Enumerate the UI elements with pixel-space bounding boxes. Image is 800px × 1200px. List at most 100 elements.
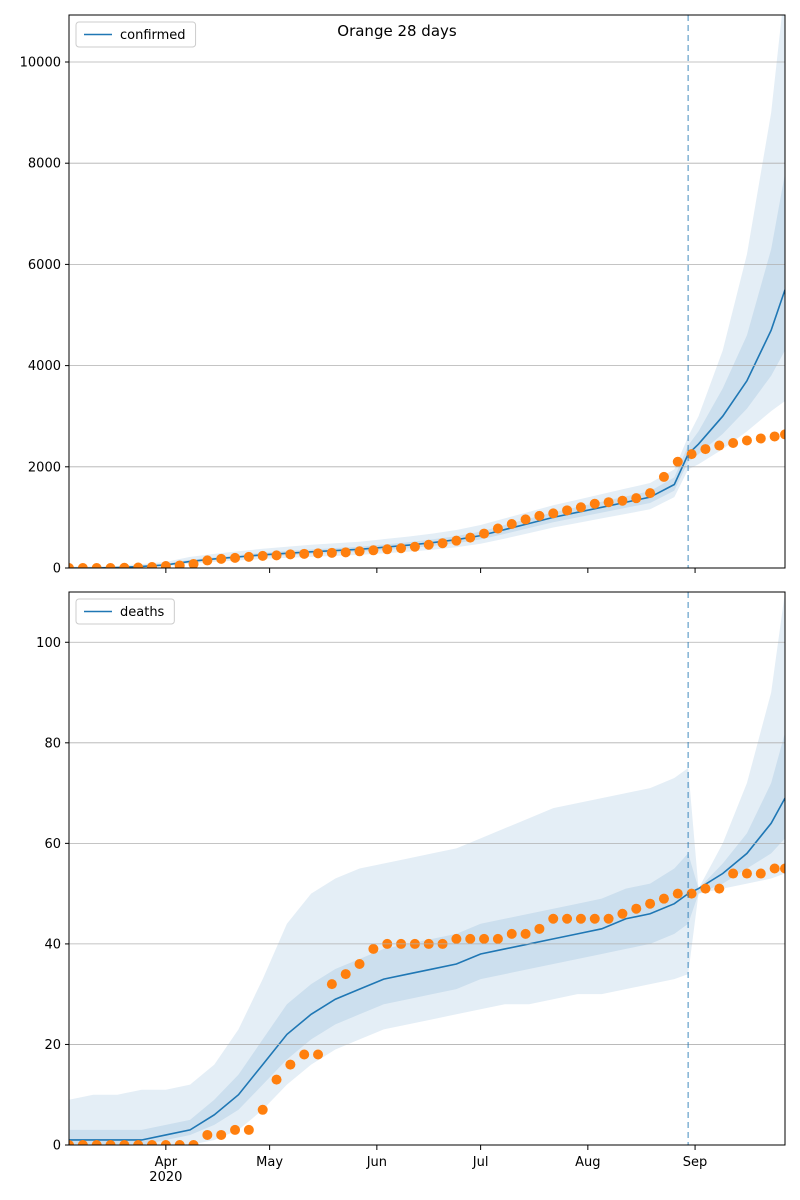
- observed-point: [202, 555, 213, 566]
- observed-point: [562, 913, 573, 924]
- legend-box: [75, 598, 175, 625]
- observed-point: [188, 558, 199, 568]
- y-tick-label: 10000: [20, 56, 61, 71]
- observed-point: [780, 429, 785, 440]
- observed-point: [631, 493, 642, 504]
- observed-point: [645, 488, 656, 499]
- y-tick-label: 100: [36, 636, 61, 651]
- observed-point: [257, 1104, 268, 1115]
- observed-point: [589, 913, 600, 924]
- observed-point: [243, 1124, 254, 1135]
- observed-point: [147, 1140, 158, 1145]
- observed-point: [105, 563, 116, 568]
- observed-point: [575, 913, 586, 924]
- observed-point: [700, 444, 711, 455]
- observed-point: [534, 923, 545, 934]
- y-tick-label: 40: [44, 937, 61, 952]
- plot-area: [69, 592, 785, 1145]
- forecast-band: [69, 592, 785, 1145]
- observed-point: [479, 528, 490, 539]
- observed-point: [575, 502, 586, 513]
- forecast-band: [69, 173, 785, 568]
- observed-point: [603, 913, 614, 924]
- observed-point: [299, 548, 310, 559]
- observed-point: [741, 435, 752, 446]
- observed-point: [285, 1059, 296, 1070]
- observed-point: [631, 903, 642, 914]
- x-tick-label: Sep: [683, 1155, 708, 1170]
- observed-point: [451, 933, 462, 944]
- observed-point: [437, 538, 448, 549]
- observed-point: [492, 933, 503, 944]
- observed-point: [686, 888, 697, 899]
- x-tick-label: Jun: [366, 1155, 387, 1170]
- observed-point: [354, 959, 365, 970]
- observed-point: [160, 560, 171, 568]
- observed-point: [285, 549, 296, 560]
- observed-point: [506, 928, 517, 939]
- observed-point: [69, 1140, 74, 1145]
- observed-point: [520, 514, 531, 525]
- observed-point: [271, 1074, 282, 1085]
- observed-point: [188, 1140, 199, 1145]
- observed-point: [77, 1140, 88, 1145]
- observed-point: [700, 883, 711, 894]
- observed-point: [326, 547, 337, 558]
- observed-point: [755, 868, 766, 879]
- forecast-band: [69, 732, 785, 1145]
- observed-point: [672, 888, 683, 899]
- y-tick-label: 0: [53, 1139, 61, 1154]
- observed-point: [271, 550, 282, 561]
- observed-point: [714, 883, 725, 894]
- legend-box: [75, 21, 197, 48]
- x-tick-label: May: [256, 1155, 283, 1170]
- legend: deaths: [75, 598, 175, 625]
- observed-point: [506, 518, 517, 529]
- observed-point: [672, 456, 683, 467]
- observed-point: [77, 563, 88, 568]
- observed-point: [340, 969, 351, 980]
- observed-point: [423, 539, 434, 550]
- observed-point: [313, 548, 324, 559]
- plot-area: [69, 15, 785, 568]
- axes-frame: [68, 591, 786, 1146]
- observed-point: [780, 863, 785, 874]
- observed-point: [216, 1129, 227, 1140]
- observed-point: [216, 553, 227, 564]
- observed-point: [451, 535, 462, 546]
- observed-point: [769, 863, 780, 874]
- model-line: [69, 797, 785, 1141]
- observed-point: [658, 471, 669, 482]
- axes-frame: [68, 14, 786, 569]
- observed-point: [409, 541, 420, 552]
- observed-point: [299, 1049, 310, 1060]
- observed-point: [202, 1129, 213, 1140]
- observed-point: [119, 1140, 130, 1145]
- observed-point: [603, 497, 614, 508]
- observed-point: [230, 552, 241, 563]
- observed-point: [160, 1140, 171, 1145]
- observed-point: [326, 979, 337, 990]
- observed-point: [133, 562, 144, 568]
- y-tick-label: 60: [44, 837, 61, 852]
- observed-point: [465, 933, 476, 944]
- observed-point: [465, 532, 476, 543]
- observed-point: [340, 547, 351, 558]
- observed-point: [382, 544, 393, 555]
- y-tick-label: 2000: [28, 460, 61, 475]
- observed-point: [769, 431, 780, 442]
- model-line: [69, 289, 785, 568]
- observed-point: [755, 433, 766, 444]
- observed-point: [658, 893, 669, 904]
- observed-point: [243, 551, 254, 562]
- observed-point: [617, 908, 628, 919]
- observed-point: [91, 563, 102, 568]
- legend-label: confirmed: [120, 28, 186, 43]
- observed-point: [548, 913, 559, 924]
- observed-point: [230, 1124, 241, 1135]
- x-tick-label: Apr 2020: [149, 1155, 182, 1185]
- observed-point: [686, 449, 697, 460]
- observed-point: [534, 510, 545, 521]
- observed-point: [728, 438, 739, 449]
